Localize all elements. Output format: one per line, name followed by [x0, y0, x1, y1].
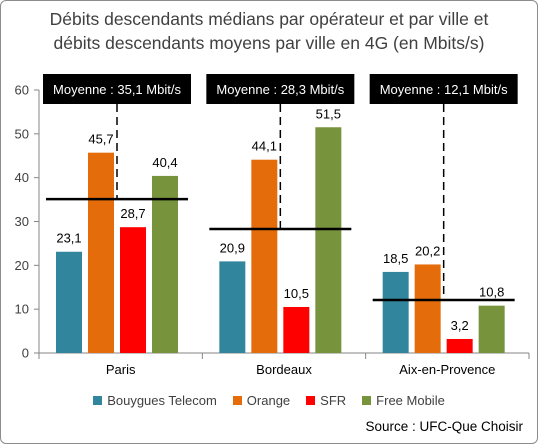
- data-label: 3,2: [451, 318, 469, 333]
- bar: [251, 159, 278, 353]
- y-tick-label: 30: [15, 214, 29, 229]
- y-tick-label: 60: [15, 83, 29, 98]
- average-label: Moyenne : 12,1 Mbit/s: [380, 82, 508, 97]
- bar: [56, 251, 82, 353]
- y-tick-label: 0: [22, 346, 29, 361]
- legend-item: SFR: [306, 393, 346, 408]
- data-label: 23,1: [56, 231, 81, 246]
- data-label: 20,9: [220, 240, 245, 255]
- plot-area: 0 10 20 30 40 50 60 Paris 23,1 45,7 28,7 40,4 Moyenn…: [15, 74, 530, 377]
- bar: [219, 261, 246, 353]
- legend-swatch: [306, 396, 316, 405]
- bar: [478, 305, 505, 353]
- x-tick-label: Aix-en-Provence: [399, 362, 495, 377]
- legend-label: SFR: [320, 393, 347, 408]
- legend-item: Bouygues Telecom: [93, 393, 217, 408]
- y-tick-label: 50: [15, 126, 29, 141]
- legend-item: Orange: [232, 393, 291, 408]
- chart-title-line-1: Débits descendants médians par opérateur…: [49, 9, 489, 29]
- y-tick-label: 10: [15, 302, 29, 317]
- data-label: 44,1: [252, 139, 277, 154]
- data-label: 20,2: [415, 243, 440, 258]
- bar: [446, 338, 473, 353]
- y-tick-label: 20: [15, 258, 29, 273]
- data-label: 40,4: [152, 155, 177, 170]
- chart-title: Débits descendants médians par opérateur…: [1, 7, 537, 55]
- bar: [414, 264, 441, 353]
- chart-title-line-2: débits descendants moyens par ville en 4…: [53, 33, 485, 53]
- y-tick-label: 40: [15, 170, 29, 185]
- data-label: 10,5: [284, 286, 309, 301]
- legend-swatch: [362, 396, 372, 405]
- bar: [382, 271, 409, 353]
- bar: [88, 152, 114, 353]
- legend-item: Free Mobile: [362, 393, 445, 408]
- data-label: 18,5: [383, 251, 408, 266]
- data-label: 10,8: [479, 285, 504, 300]
- bar: [283, 306, 310, 353]
- average-label: Moyenne : 35,1 Mbit/s: [53, 82, 181, 97]
- legend-label: Free Mobile: [376, 393, 445, 408]
- average-box: [206, 74, 355, 104]
- legend-swatch: [93, 396, 103, 405]
- legend-label: Orange: [246, 393, 291, 408]
- data-label: 45,7: [88, 132, 113, 147]
- average-box: [43, 74, 191, 104]
- average-box: [369, 74, 518, 104]
- data-label: 51,5: [316, 106, 341, 121]
- legend: Bouygues Telecom Orange SFR Free Mobile: [1, 393, 537, 408]
- legend-label: Bouygues Telecom: [107, 393, 217, 408]
- x-tick-label: Bordeaux: [256, 362, 312, 377]
- x-tick-label: Paris: [106, 362, 136, 377]
- bar: [120, 227, 146, 353]
- data-label: 28,7: [120, 206, 145, 221]
- average-label: Moyenne : 28,3 Mbit/s: [216, 82, 344, 97]
- source-note: Source : UFC-Que Choisir: [365, 419, 523, 434]
- legend-swatch: [232, 396, 242, 405]
- bar: [152, 175, 178, 353]
- bar: [315, 127, 342, 353]
